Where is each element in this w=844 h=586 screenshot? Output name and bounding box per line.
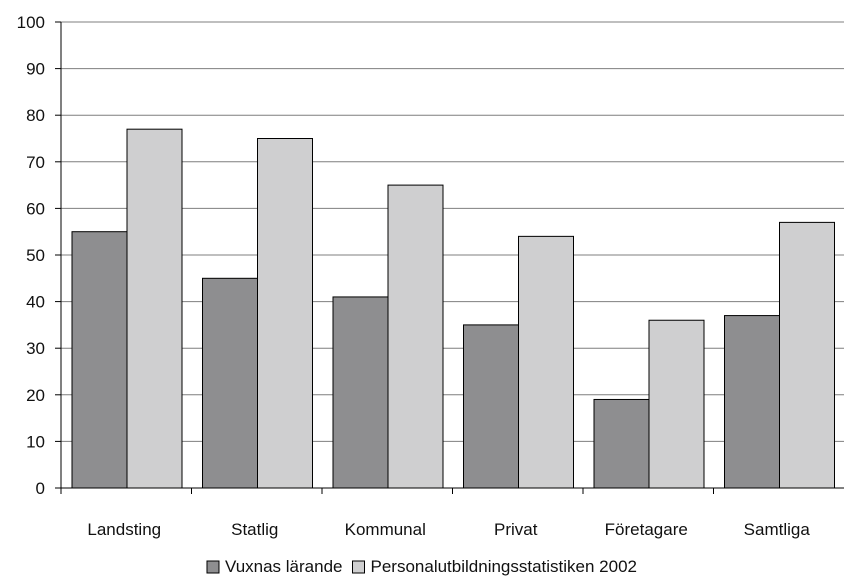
x-category-label: Privat	[494, 520, 538, 539]
y-tick-label: 60	[26, 199, 45, 218]
legend-swatch	[352, 560, 365, 574]
bar-series-1	[202, 277, 258, 489]
bar-series-1	[724, 315, 780, 489]
y-tick-label: 90	[26, 60, 45, 79]
bar-series-2	[779, 221, 835, 489]
bar-series-2	[518, 235, 574, 489]
y-tick-label: 0	[36, 479, 45, 498]
legend-label: Vuxnas lärande	[225, 557, 343, 576]
x-category-labels: Landsting Statlig Kommunal Privat Företagare…	[87, 520, 810, 539]
x-category-label: Landsting	[87, 520, 161, 539]
axes	[55, 21, 844, 494]
y-tick-label: 10	[26, 432, 45, 451]
bar-series-2	[126, 128, 183, 489]
x-category-label: Kommunal	[345, 520, 426, 539]
bar-series-2	[257, 138, 313, 489]
legend-swatch	[206, 560, 220, 574]
y-tick-label: 80	[26, 106, 45, 125]
y-tick-label: 30	[26, 339, 45, 358]
legend-label: Personalutbildningsstatistiken 2002	[371, 557, 638, 576]
gridlines	[61, 21, 844, 442]
x-category-label: Statlig	[231, 520, 278, 539]
x-category-label: Företagare	[605, 520, 688, 539]
x-category-label: Samtliga	[744, 520, 811, 539]
bar-series-1	[71, 231, 128, 489]
bars	[71, 128, 835, 489]
bar-series-1	[463, 324, 519, 489]
bar-series-1	[593, 398, 650, 489]
y-tick-label: 50	[26, 246, 45, 265]
y-tick-label: 100	[17, 13, 45, 32]
y-tick-label: 40	[26, 293, 45, 312]
bar-series-2	[387, 184, 444, 489]
y-tick-labels: 0 10 20 30 40 50 60 70 80 90 100	[17, 13, 45, 498]
bar-series-2	[648, 319, 705, 489]
bar-series-1	[332, 296, 389, 489]
legend: Vuxnas lärande Personalutbildningsstatist…	[206, 557, 638, 576]
y-tick-label: 20	[26, 386, 45, 405]
y-tick-label: 70	[26, 153, 45, 172]
